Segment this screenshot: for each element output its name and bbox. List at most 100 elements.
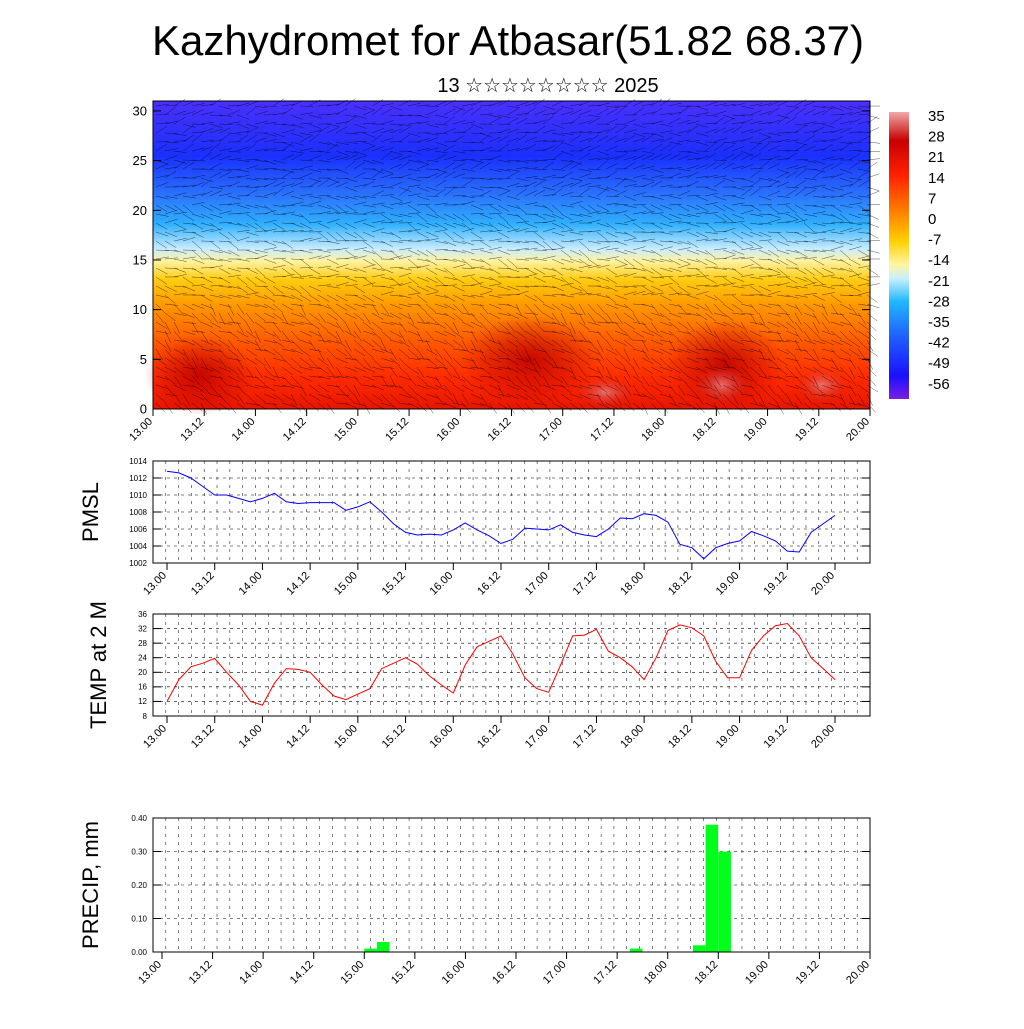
x-tick-label: 13.12 — [187, 959, 215, 987]
colorbar-label: -21 — [928, 273, 950, 290]
precip-bar — [377, 942, 390, 952]
hot-core — [575, 376, 635, 408]
x-tick-label: 17.12 — [571, 570, 599, 598]
y-tick-label: 1006 — [129, 525, 147, 534]
x-tick-label: 14.12 — [288, 959, 316, 987]
x-tick-label: 19.00 — [743, 959, 771, 987]
x-tick-label: 13.12 — [189, 570, 217, 598]
x-tick-label: 18.12 — [666, 723, 694, 751]
y-tick-label: 28 — [138, 639, 147, 648]
colorbar-label: 35 — [928, 108, 945, 125]
x-tick-label: 16.00 — [427, 570, 455, 598]
x-tick-label: 18.00 — [618, 723, 646, 751]
precip-bar — [630, 949, 643, 952]
x-tick-label: 14.12 — [281, 416, 309, 444]
x-tick-label: 19.00 — [714, 570, 742, 598]
x-tick-label: 20.00 — [844, 416, 872, 444]
precip-grid — [153, 818, 870, 952]
y-tick-label: 16 — [138, 683, 147, 692]
y-tick-label: 0.40 — [131, 814, 147, 823]
x-tick-label: 17.00 — [537, 416, 565, 444]
colorbar-label: -14 — [928, 252, 950, 269]
y-tick-label: 8 — [143, 712, 148, 721]
x-tick-label: 14.00 — [237, 959, 265, 987]
x-tick-label: 20.00 — [809, 570, 837, 598]
y-tick-label: 15 — [133, 253, 147, 268]
x-tick-label: 16.12 — [490, 959, 518, 987]
colorbar-label: 7 — [928, 190, 936, 207]
colorbar-label: 0 — [928, 211, 936, 228]
x-tick-label: 18.00 — [618, 570, 646, 598]
precip-bars — [364, 825, 731, 952]
colorbar-ramp — [889, 112, 909, 399]
y-tick-label: 0.00 — [131, 948, 147, 957]
y-tick-label: 20 — [133, 203, 147, 218]
temp-ylabel: TEMP at 2 M — [86, 601, 111, 729]
x-tick-label: 13.12 — [189, 723, 217, 751]
y-tick-label: 1012 — [129, 474, 147, 483]
y-tick-label: 24 — [138, 654, 147, 663]
colorbar-label: -56 — [928, 376, 950, 393]
colorbar-label: -49 — [928, 355, 950, 372]
y-tick-label: 0.20 — [131, 881, 147, 890]
x-tick-label: 14.12 — [284, 723, 312, 751]
x-tick-label: 16.00 — [434, 416, 462, 444]
x-tick-label: 14.00 — [237, 570, 265, 598]
y-tick-label: 25 — [133, 153, 147, 168]
y-tick-label: 10 — [133, 302, 147, 317]
temp-series-line — [167, 624, 835, 706]
x-tick-label: 17.00 — [541, 959, 569, 987]
colorbar-label: -42 — [928, 335, 950, 352]
colorbar-label: 28 — [928, 129, 945, 146]
page-subtitle: 13 ☆☆☆☆☆☆☆☆ 2025 — [437, 75, 658, 97]
x-tick-label: 13.12 — [178, 416, 206, 444]
y-tick-label: 1014 — [129, 457, 147, 466]
x-tick-label: 16.12 — [475, 570, 503, 598]
y-tick-label: 0.10 — [131, 914, 147, 923]
x-tick-label: 13.00 — [127, 416, 155, 444]
x-tick-label: 15.12 — [380, 570, 408, 598]
y-tick-label: 1008 — [129, 508, 147, 517]
y-tick-label: 1002 — [129, 559, 147, 568]
x-tick-label: 15.12 — [383, 416, 411, 444]
y-tick-label: 0.30 — [131, 847, 147, 856]
pmsl-ylabel: PMSL — [78, 482, 103, 542]
x-tick-label: 18.12 — [666, 570, 694, 598]
x-tick-label: 19.12 — [793, 416, 821, 444]
x-tick-label: 18.12 — [691, 416, 719, 444]
precip-bar — [693, 945, 706, 952]
y-tick-label: 1004 — [129, 542, 147, 551]
precip-bar — [718, 852, 731, 953]
x-tick-label: 17.00 — [523, 570, 551, 598]
x-tick-label: 16.12 — [486, 416, 514, 444]
x-tick-label: 17.12 — [571, 723, 599, 751]
x-tick-label: 15.00 — [332, 416, 360, 444]
x-tick-label: 15.00 — [338, 959, 366, 987]
x-tick-label: 13.00 — [141, 570, 169, 598]
x-tick-label: 14.00 — [237, 723, 265, 751]
x-tick-label: 19.12 — [761, 570, 789, 598]
x-tick-label: 16.00 — [427, 723, 455, 751]
y-tick-label: 0 — [140, 402, 147, 417]
pmsl-series-line — [167, 471, 835, 559]
temp-grid — [153, 614, 870, 716]
x-tick-label: 15.12 — [380, 723, 408, 751]
x-tick-label: 20.00 — [809, 723, 837, 751]
y-tick-label: 12 — [138, 697, 147, 706]
x-tick-label: 19.00 — [714, 723, 742, 751]
colorbar-label: -28 — [928, 293, 950, 310]
x-tick-label: 15.00 — [332, 723, 360, 751]
x-tick-label: 19.00 — [742, 416, 770, 444]
precip-bar — [706, 825, 719, 952]
precip-y-axis: 0.00 0.10 0.20 0.30 0.40 — [131, 814, 870, 957]
